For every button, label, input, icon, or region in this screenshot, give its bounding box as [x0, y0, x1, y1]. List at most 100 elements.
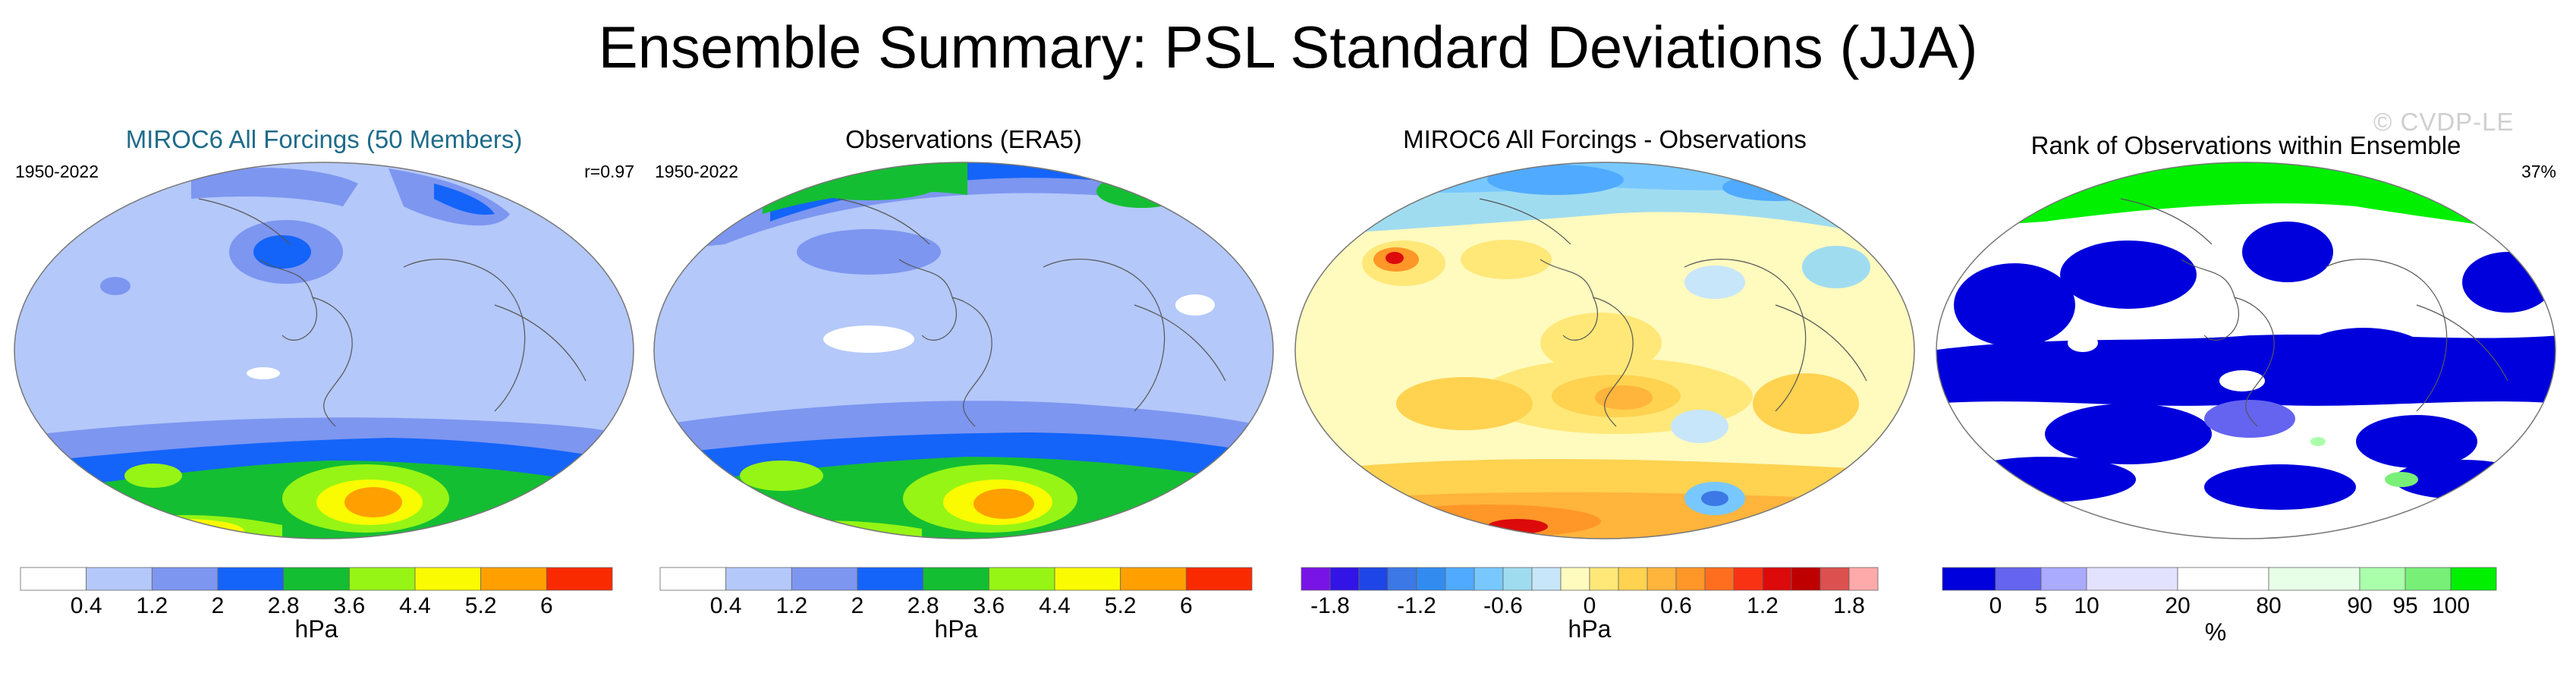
colorbar-swatch	[1589, 567, 1619, 591]
colorbar-swatch	[414, 567, 482, 591]
colorbar-tick-label: 5.2	[465, 593, 497, 618]
rank-percentage: 37%	[2521, 162, 2556, 181]
colorbar-swatch	[1942, 567, 1996, 591]
colorbar-swatch	[348, 567, 416, 591]
colorbar-swatch	[2450, 567, 2497, 591]
colorbar-tick-label: 4.4	[1039, 593, 1071, 618]
colorbar: 0 5 10 20 80 90 95 100%	[1942, 567, 2497, 646]
colorbar-swatch	[1502, 567, 1533, 591]
colorbar-swatch	[1618, 567, 1648, 591]
colorbar-tick-label: 0.4	[710, 593, 742, 618]
panel-title: MIROC6 All Forcings (50 Members)	[125, 125, 523, 153]
colorbar-tick-label: 10	[2074, 593, 2099, 618]
colorbar-swatch	[1560, 567, 1590, 591]
colorbar-swatch	[1120, 567, 1187, 591]
pattern-correlation: r=0.97	[584, 162, 634, 181]
colorbar-tick-label: 2	[851, 593, 864, 618]
colorbar-swatch	[2086, 567, 2178, 591]
colorbar-tick-label: 6	[540, 593, 553, 618]
colorbar-swatch	[480, 567, 547, 591]
colorbar-swatch	[923, 567, 989, 591]
colorbar-tick-label: 2.8	[907, 593, 939, 618]
colorbar-swatch	[86, 567, 153, 591]
colorbar-swatch	[1531, 567, 1562, 591]
colorbar-tick-label: 2	[212, 593, 225, 618]
colorbar-tick-label: 90	[2347, 593, 2372, 618]
colorbar-swatch	[857, 567, 924, 591]
panel-observations: Observations (ERA5) 1950-2022	[649, 114, 1279, 660]
colorbar-tick-label: 3.6	[333, 593, 365, 618]
colorbar-swatch	[1054, 567, 1121, 591]
colorbar-swatch	[1445, 567, 1475, 591]
colorbar-swatch	[725, 567, 792, 591]
colorbar-swatch	[217, 567, 285, 591]
colorbar-tick-label: 2.8	[268, 593, 300, 618]
colorbar-swatch	[791, 567, 858, 591]
colorbar-swatch	[1474, 567, 1504, 591]
colorbar: 0.4 1.2 2 2.8 3.6 4.4 5.2 6 hPa	[20, 567, 613, 643]
colorbar-swatch	[659, 567, 727, 591]
map-rank	[1936, 162, 2556, 539]
colorbar-swatch	[546, 567, 613, 591]
colorbar-units: hPa	[1568, 615, 1612, 643]
colorbar-swatch	[1387, 567, 1417, 591]
panel-difference: MIROC6 All Forcings - Observations	[1290, 114, 1920, 660]
panel-miroc6: MIROC6 All Forcings (50 Members) 1950-20…	[9, 114, 639, 660]
panel-title: Rank of Observations within Ensemble	[2030, 131, 2461, 159]
colorbar-swatch	[2268, 567, 2361, 591]
colorbar-swatch	[2359, 567, 2406, 591]
colorbar-tick-label: 1.2	[775, 593, 807, 618]
colorbar-tick-label: 0	[1989, 593, 2002, 618]
colorbar-tick-label: 95	[2392, 593, 2417, 618]
colorbar-tick-label: 0	[1584, 593, 1596, 618]
period-label: 1950-2022	[655, 162, 738, 181]
colorbar-tick-label: 1.2	[1747, 593, 1779, 618]
colorbar-swatch	[1791, 567, 1821, 591]
colorbar-tick-label: 5.2	[1105, 593, 1137, 618]
watermark: © CVDP-LE	[2373, 108, 2515, 136]
colorbar-swatch	[1416, 567, 1446, 591]
colorbar-units: hPa	[935, 615, 978, 643]
colorbar-swatch	[1733, 567, 1763, 591]
map-difference	[1294, 162, 1915, 539]
colorbar-tick-label: 1.2	[136, 593, 168, 618]
colorbar-swatch	[1995, 567, 2042, 591]
colorbar-tick-label: 5	[2035, 593, 2048, 618]
colorbar-tick-label: 0.4	[71, 593, 102, 618]
colorbar-swatch	[1301, 567, 1331, 591]
colorbar-tick-label: 3.6	[973, 593, 1005, 618]
colorbar-tick-label: 1.8	[1833, 593, 1865, 618]
map-observations	[653, 162, 1274, 539]
colorbar-units: %	[2205, 618, 2226, 646]
period-label: 1950-2022	[15, 162, 99, 181]
colorbar-tick-label: 100	[2432, 593, 2470, 618]
colorbar: 0.4 1.2 2 2.8 3.6 4.4 5.2 6 hPa	[659, 567, 1253, 643]
colorbar-swatch	[1762, 567, 1792, 591]
colorbar-tick-label: 4.4	[399, 593, 431, 618]
panel-title: MIROC6 All Forcings - Observations	[1403, 125, 1807, 153]
colorbar-swatch	[1185, 567, 1253, 591]
colorbar-tick-label: 20	[2165, 593, 2190, 618]
colorbar-swatch	[1820, 567, 1850, 591]
colorbar-tick-label: 6	[1180, 593, 1193, 618]
colorbar-swatch	[151, 567, 219, 591]
colorbar-swatch	[1675, 567, 1706, 591]
colorbar-swatch	[2177, 567, 2269, 591]
panel-title: Observations (ERA5)	[845, 125, 1082, 153]
colorbar-swatch	[2040, 567, 2087, 591]
colorbar-tick-label: -1.2	[1397, 593, 1436, 618]
colorbar-tick-label: -0.6	[1483, 593, 1523, 618]
colorbar: -1.8 -1.2 -0.6 0 0.6 1.2 1.8 hPa	[1301, 567, 1879, 643]
panel-rank: Rank of Observations within Ensemble 37%	[1931, 114, 2561, 660]
colorbar-swatch	[1848, 567, 1879, 591]
colorbar-swatch	[988, 567, 1055, 591]
colorbar-swatch	[283, 567, 350, 591]
map-miroc6	[14, 162, 634, 539]
colorbar-tick-label: 0.6	[1660, 593, 1692, 618]
colorbar-tick-label: -1.8	[1310, 593, 1350, 618]
colorbar-swatch	[1358, 567, 1389, 591]
colorbar-swatch	[1704, 567, 1735, 591]
figure-title: Ensemble Summary: PSL Standard Deviation…	[598, 14, 1978, 80]
colorbar-swatch	[2405, 567, 2452, 591]
colorbar-swatch	[1329, 567, 1360, 591]
